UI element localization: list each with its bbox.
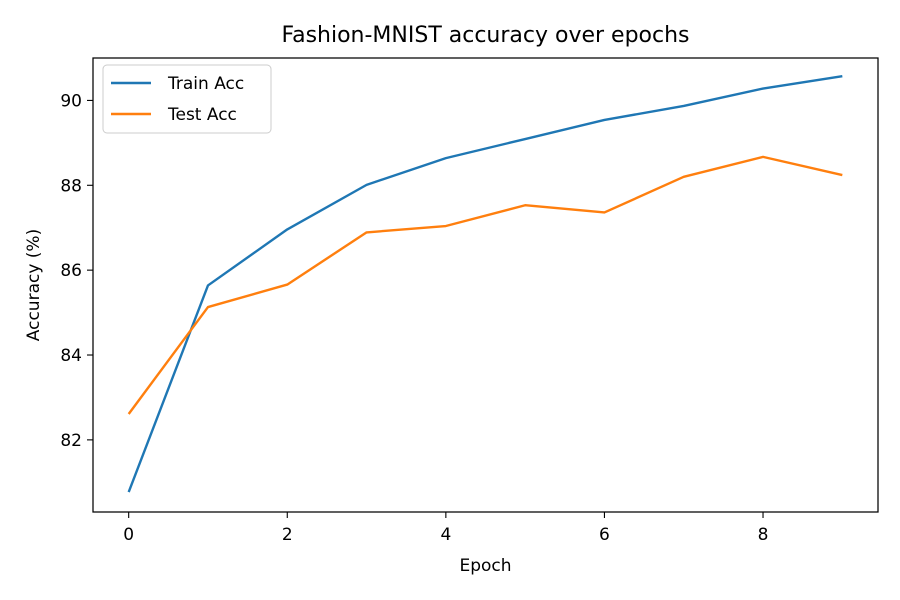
data-point-train-acc	[365, 184, 367, 186]
data-point-test-acc	[445, 225, 447, 227]
y-tick-label: 82	[60, 431, 82, 451]
series-line-test-acc	[127, 155, 843, 415]
y-ticks: 82 84 86 88 90	[60, 91, 93, 451]
x-tick-label: 8	[758, 525, 769, 545]
x-tick-label: 2	[282, 525, 293, 545]
x-axis-label: Epoch	[459, 556, 511, 576]
data-point-test-acc	[365, 231, 367, 233]
data-point-train-acc	[286, 228, 288, 230]
data-point-test-acc	[286, 283, 288, 285]
x-tick-label: 4	[440, 525, 451, 545]
data-point-train-acc	[127, 491, 129, 493]
y-tick-label: 90	[60, 91, 82, 111]
x-ticks: 0 2 4 6 8	[123, 512, 768, 545]
y-tick-label: 84	[60, 346, 82, 366]
data-point-train-acc	[841, 75, 843, 77]
data-point-train-acc	[445, 157, 447, 159]
series-line-train-acc	[127, 75, 843, 493]
x-tick-label: 6	[599, 525, 610, 545]
data-point-test-acc	[127, 413, 129, 415]
data-point-train-acc	[603, 119, 605, 121]
data-point-train-acc	[524, 138, 526, 140]
data-point-test-acc	[207, 306, 209, 308]
y-tick-label: 86	[60, 261, 82, 281]
data-point-train-acc	[762, 87, 764, 89]
data-point-train-acc	[683, 105, 685, 107]
plot-area-frame	[92, 57, 879, 513]
data-point-test-acc	[762, 156, 764, 158]
legend-label-train-acc: Train Acc	[167, 74, 244, 94]
chart-title: Fashion-MNIST accuracy over epochs	[281, 23, 689, 48]
y-tick-label: 88	[60, 176, 82, 196]
legend: Train Acc Test Acc	[102, 64, 272, 134]
data-point-test-acc	[524, 204, 526, 206]
data-point-test-acc	[683, 176, 685, 178]
series-layer	[127, 75, 843, 493]
x-tick-label: 0	[123, 525, 134, 545]
y-axis-label: Accuracy (%)	[24, 229, 44, 341]
data-point-test-acc	[841, 174, 843, 176]
legend-label-test-acc: Test Acc	[167, 105, 237, 125]
data-point-train-acc	[207, 284, 209, 286]
data-point-test-acc	[603, 211, 605, 213]
